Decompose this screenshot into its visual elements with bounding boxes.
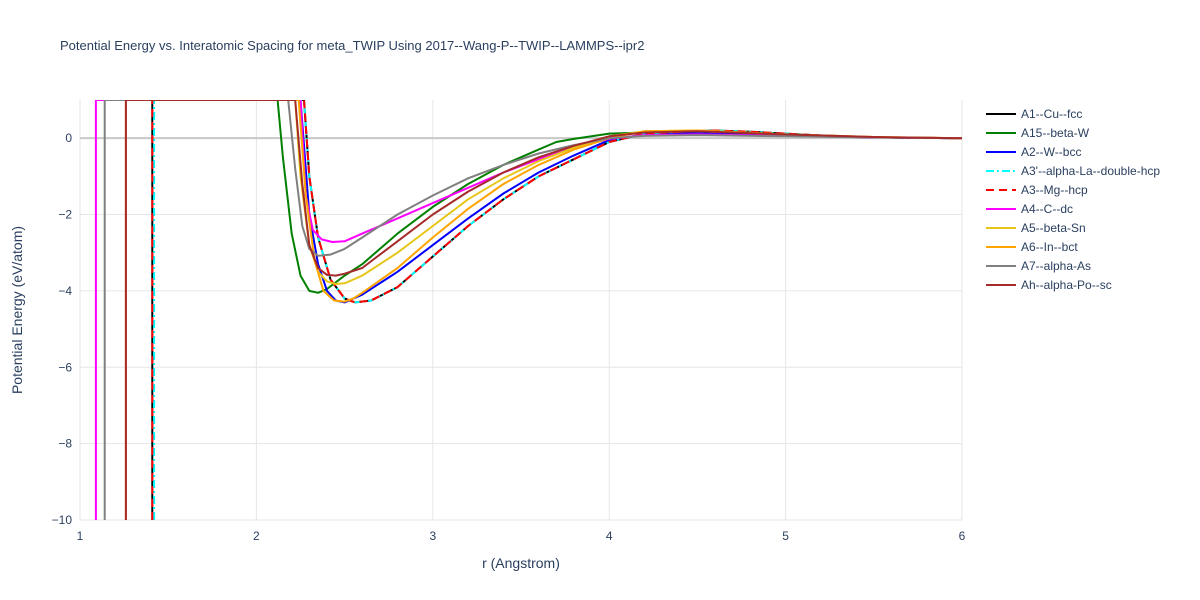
legend-label: A2--W--bcc — [1021, 145, 1081, 159]
series-line-2 — [299, 100, 962, 304]
x-tick-label: 4 — [606, 529, 613, 543]
legend-label: Ah--alpha-Po--sc — [1021, 278, 1112, 292]
y-axis-title: Potential Energy (eV/atom) — [9, 226, 25, 394]
x-tick-label: 1 — [77, 529, 84, 543]
chart-title: Potential Energy vs. Interatomic Spacing… — [60, 38, 644, 53]
series-line-8 — [103, 100, 962, 520]
series-line-5 — [94, 100, 962, 520]
legend-item[interactable]: A3'--alpha-La--double-hcp — [986, 164, 1160, 178]
y-tick-label: −10 — [52, 513, 73, 527]
legend-label: A4--C--dc — [1021, 202, 1073, 216]
series-line-6 — [294, 100, 962, 285]
legend-label: A5--beta-Sn — [1021, 221, 1086, 235]
legend-item[interactable]: A15--beta-W — [986, 126, 1090, 140]
series-line-9 — [124, 100, 962, 520]
x-axis-title: r (Angstrom) — [482, 555, 560, 571]
legend-item[interactable]: A2--W--bcc — [986, 145, 1081, 159]
legend-item[interactable]: A1--Cu--fcc — [986, 107, 1082, 121]
y-axis-ticks: 0 −2 −4 −6 −8 −10 — [52, 131, 73, 527]
y-tick-label: −6 — [58, 360, 72, 374]
x-tick-label: 3 — [429, 529, 436, 543]
legend-label: A15--beta-W — [1021, 126, 1090, 140]
legend-item[interactable]: A6--In--bct — [986, 240, 1078, 254]
legend-item[interactable]: A5--beta-Sn — [986, 221, 1086, 235]
y-tick-label: −4 — [58, 284, 72, 298]
y-tick-label: −8 — [58, 437, 72, 451]
series-layer — [94, 100, 962, 520]
series-line-4 — [151, 100, 962, 520]
series-line-7 — [124, 100, 962, 520]
legend[interactable]: A1--Cu--fcc A15--beta-W A2--W--bcc A3'--alp… — [986, 107, 1160, 292]
legend-label: A3--Mg--hcp — [1021, 183, 1088, 197]
legend-item[interactable]: A7--alpha-As — [986, 259, 1091, 273]
legend-item[interactable]: A4--C--dc — [986, 202, 1073, 216]
legend-label: A7--alpha-As — [1021, 259, 1091, 273]
legend-label: A1--Cu--fcc — [1021, 107, 1082, 121]
y-tick-label: −2 — [58, 208, 72, 222]
y-tick-label: 0 — [65, 131, 72, 145]
legend-label: A3'--alpha-La--double-hcp — [1021, 164, 1160, 178]
x-tick-label: 2 — [253, 529, 260, 543]
legend-label: A6--In--bct — [1021, 240, 1078, 254]
legend-item[interactable]: A3--Mg--hcp — [986, 183, 1088, 197]
x-tick-label: 6 — [959, 529, 966, 543]
grid — [79, 100, 963, 521]
legend-item[interactable]: Ah--alpha-Po--sc — [986, 278, 1112, 292]
x-tick-label: 5 — [782, 529, 789, 543]
x-axis-ticks: 1 2 3 4 5 6 — [77, 529, 966, 543]
